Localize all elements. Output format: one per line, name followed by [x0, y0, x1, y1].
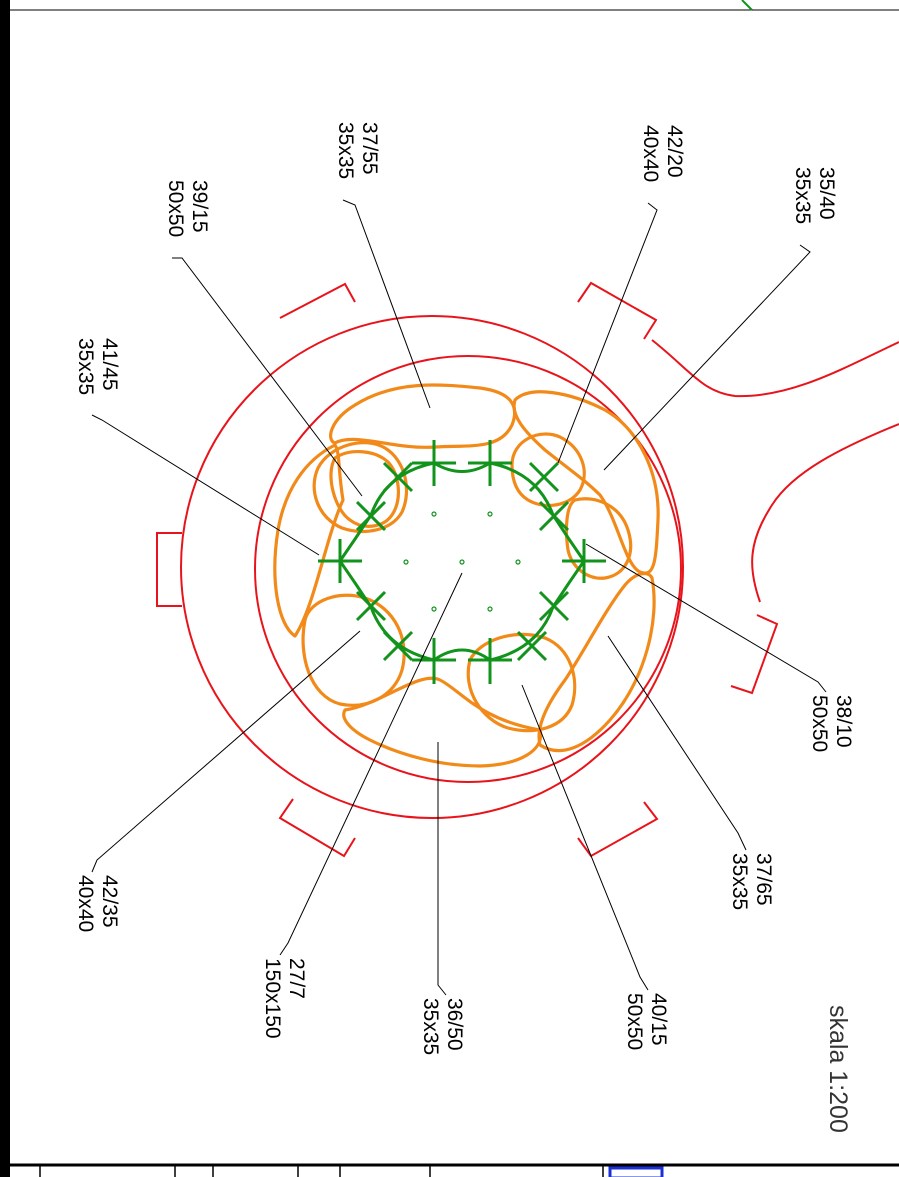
label-42-35-size: 40x40 — [74, 875, 97, 932]
scale-note: skala 1:200 — [824, 1005, 852, 1133]
pylon-bottom-left — [278, 798, 356, 858]
title-block-dividers — [39, 1165, 604, 1177]
leader-38-10 — [585, 543, 827, 693]
label-27-7-level: 27/7 — [285, 958, 308, 999]
title-block-blue-mark — [608, 1166, 664, 1177]
label-27-7-size: 150x150 — [261, 958, 284, 1039]
pit-labels: 39/15 50x50 37/55 35x35 42/20 40x40 35/4… — [74, 122, 855, 1055]
label-36-50-size: 35x35 — [419, 998, 442, 1055]
label-37-55-level: 37/55 — [358, 122, 381, 175]
access-road-lower-edge — [751, 423, 899, 603]
pit-top-right-outline — [512, 390, 660, 575]
pit-42-35-outline — [301, 593, 406, 707]
label-35-40-level: 35/40 — [815, 167, 838, 220]
label-39-15-level: 39/15 — [188, 180, 211, 233]
leader-37-65 — [607, 635, 747, 851]
label-40-15-size: 50x50 — [623, 993, 646, 1050]
label-39-15-size: 50x50 — [164, 180, 187, 237]
outer-ring-circle — [180, 315, 684, 819]
pit-bottom-right-outline — [537, 571, 656, 753]
label-39-15: 39/15 50x50 — [164, 180, 211, 237]
label-36-50: 36/50 35x35 — [419, 998, 466, 1055]
label-41-45-level: 41/45 — [98, 338, 121, 391]
sheet-left-border — [0, 0, 10, 1177]
inner-ring-circle — [254, 355, 682, 783]
scale-label: skala 1:200 — [824, 1005, 852, 1133]
leader-41-45 — [91, 414, 320, 556]
pit-39-15-outline — [312, 441, 409, 534]
leader-42-20 — [557, 202, 658, 464]
label-35-40-size: 35x35 — [791, 167, 814, 224]
central-pit — [318, 440, 606, 684]
pit-top-outline — [329, 383, 517, 449]
central-pit-outline — [338, 461, 586, 662]
label-42-20: 42/20 40x40 — [639, 125, 686, 182]
pylon-top-left — [279, 282, 356, 319]
pylon-top-right — [577, 281, 658, 340]
pit-42-20-outline — [510, 432, 586, 508]
label-40-15-level: 40/15 — [647, 993, 670, 1046]
label-42-35: 42/35 40x40 — [74, 875, 121, 932]
leader-39-15 — [172, 257, 363, 497]
pit-outlines — [273, 383, 660, 768]
pylon-bottom-right — [577, 801, 659, 858]
pit-cluster-outline — [273, 443, 345, 638]
label-38-10-size: 50x50 — [808, 695, 831, 752]
pit-40-15-outline — [466, 632, 577, 733]
label-41-45: 41/45 35x35 — [74, 338, 121, 395]
access-road-upper-edge — [651, 339, 899, 398]
label-37-55: 37/55 35x35 — [334, 122, 381, 179]
label-37-65: 37/65 35x35 — [728, 853, 775, 910]
label-37-65-level: 37/65 — [752, 853, 775, 906]
label-41-45-size: 35x35 — [74, 338, 97, 395]
pit-36-50-outline — [342, 676, 543, 768]
leader-36-50 — [437, 742, 447, 996]
central-pit-points — [403, 511, 521, 612]
pylon-left — [156, 532, 182, 607]
leader-37-55 — [342, 199, 431, 409]
label-38-10-level: 38/10 — [832, 695, 855, 748]
pit-41-45-outline — [329, 450, 400, 528]
label-42-35-level: 42/35 — [98, 875, 121, 928]
leader-40-15 — [521, 684, 649, 991]
label-42-20-level: 42/20 — [663, 125, 686, 178]
label-37-65-size: 35x35 — [728, 853, 751, 910]
label-38-10: 38/10 50x50 — [808, 695, 855, 752]
leader-35-40 — [603, 244, 811, 471]
label-42-20-size: 40x40 — [639, 125, 662, 182]
green-corner-mark — [741, 0, 753, 11]
label-36-50-level: 36/50 — [443, 998, 466, 1051]
label-37-55-size: 35x35 — [334, 122, 357, 179]
label-35-40: 35/40 35x35 — [791, 167, 838, 224]
pylon-right — [730, 614, 779, 695]
label-40-15: 40/15 50x50 — [623, 993, 670, 1050]
leader-27-7 — [279, 572, 463, 956]
central-pit-cross-markers — [318, 440, 606, 684]
leader-42-35 — [91, 630, 361, 873]
label-27-7: 27/7 150x150 — [261, 958, 308, 1039]
outer-ring — [156, 281, 899, 858]
leader-lines — [91, 199, 827, 996]
